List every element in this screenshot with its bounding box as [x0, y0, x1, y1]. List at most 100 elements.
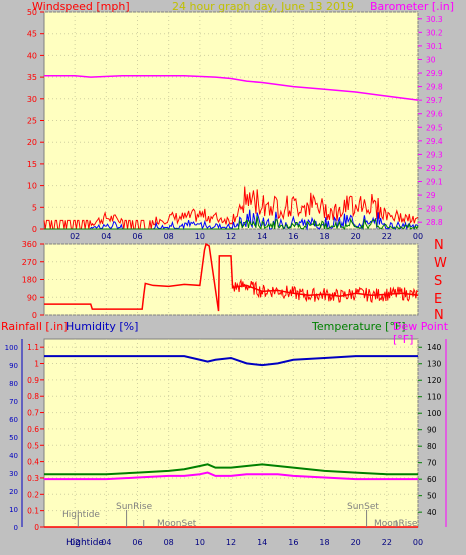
tick-label-x: 00 — [413, 232, 423, 241]
event-moonrise: MoonRise — [374, 519, 418, 529]
tick-label-wind: 25 — [27, 117, 37, 126]
tick-label-temperature: 70 — [427, 459, 437, 468]
tick-label-temperature: 50 — [427, 492, 437, 501]
tick-label-temperature: 130 — [427, 360, 442, 369]
tick-label-x: 14 — [257, 232, 267, 241]
compass-n-top: N — [434, 238, 444, 253]
tick-label-x: 04 — [101, 538, 111, 547]
tick-label-rain: 0.1 — [27, 507, 39, 516]
tick-label-humidity: 10 — [9, 506, 18, 514]
wind-average-line — [44, 216, 419, 231]
tick-label-temperature: 40 — [427, 508, 437, 517]
graph-title: 24 hour graph day, June 13 2019 — [172, 0, 355, 13]
tick-label-rain: 1 — [34, 360, 39, 369]
event-hightide-2: Hightide — [66, 538, 104, 548]
tick-label-x: 18 — [319, 538, 329, 547]
tick-label-humidity: 80 — [9, 380, 18, 388]
tick-label-x: 06 — [132, 232, 142, 241]
tick-label-baro: 29 — [426, 191, 436, 200]
windspeed-axis-label: Windspeed [mph] — [32, 0, 130, 13]
tick-label-x: 04 — [101, 232, 111, 241]
tick-label-rain: 0.6 — [27, 425, 39, 434]
tick-label-rain: 0.4 — [27, 458, 39, 467]
tick-label-x: 16 — [288, 538, 298, 547]
dewpoint-line — [44, 471, 418, 481]
temperature-axis-label: Temperature [°F] — [312, 320, 406, 333]
tick-label-rain: 0.9 — [27, 376, 39, 385]
tick-label-wind: 15 — [27, 160, 37, 169]
tick-label-humidity: 90 — [9, 362, 18, 370]
tick-label-temperature: 80 — [427, 442, 437, 451]
tick-label-baro: 30.3 — [426, 15, 443, 24]
tick-label-baro: 30 — [426, 55, 436, 64]
tick-label-rain: 0.8 — [27, 392, 39, 401]
tick-label-humidity: 70 — [9, 398, 18, 406]
tick-label-temperature: 110 — [427, 393, 442, 402]
tick-label-baro: 29.5 — [426, 123, 443, 132]
tick-label-humidity: 50 — [9, 434, 18, 442]
tick-label-wind: 20 — [27, 138, 37, 147]
tick-label-baro: 29.8 — [426, 83, 443, 92]
tick-label-wind: 0 — [32, 225, 37, 234]
event-sunset: SunSet — [347, 502, 379, 512]
event-moonset: MoonSet — [157, 519, 197, 529]
compass-s: S — [434, 274, 443, 289]
tick-label-x: 22 — [382, 232, 392, 241]
tick-label-direction: 0 — [32, 311, 37, 320]
tick-label-baro: 29.1 — [426, 178, 443, 187]
tick-label-rain: 0 — [34, 523, 39, 532]
tick-label-humidity: 30 — [9, 470, 18, 478]
tick-label-x: 10 — [195, 538, 205, 547]
tick-label-x: 08 — [164, 232, 174, 241]
tick-label-direction: 360 — [22, 240, 37, 249]
compass-e: E — [434, 292, 443, 307]
tick-label-baro: 29.9 — [426, 69, 443, 78]
tick-label-rain: 1.1 — [27, 343, 39, 352]
wind-gust-line — [44, 209, 419, 231]
event-sunrise: SunRise — [116, 502, 153, 512]
tick-label-x: 02 — [70, 538, 80, 547]
tick-label-wind: 40 — [27, 51, 37, 60]
wind-direction-noise — [232, 278, 419, 304]
tick-label-temperature: 140 — [427, 343, 442, 352]
tick-label-wind: 45 — [27, 30, 37, 39]
tick-label-x: 12 — [226, 232, 236, 241]
tick-label-x: 08 — [164, 538, 174, 547]
tick-label-x: 00 — [413, 538, 423, 547]
barometer-axis-label: Barometer [.in] — [370, 0, 454, 13]
compass-w: W — [434, 256, 447, 271]
rainfall-axis-label: Rainfall [.in] — [1, 320, 68, 333]
tick-label-baro: 29.6 — [426, 110, 443, 119]
tick-label-humidity: 40 — [9, 452, 18, 460]
compass-n-bottom: N — [434, 308, 444, 323]
tick-label-wind: 10 — [27, 182, 37, 191]
tick-label-baro: 29.7 — [426, 96, 443, 105]
tick-label-baro: 30.1 — [426, 42, 443, 51]
tick-label-direction: 180 — [22, 276, 37, 285]
tick-label-temperature: 90 — [427, 426, 437, 435]
tick-label-x: 20 — [351, 232, 361, 241]
tick-label-x: 16 — [288, 232, 298, 241]
temperature-line — [44, 463, 418, 476]
tick-label-baro: 29.2 — [426, 164, 443, 173]
tick-label-temperature: 100 — [427, 409, 442, 418]
tick-label-humidity: 100 — [5, 344, 18, 352]
tick-label-humidity: 0 — [14, 524, 18, 532]
tick-label-rain: 0.3 — [27, 474, 39, 483]
tick-label-x: 06 — [132, 538, 142, 547]
wind-speed-line — [43, 186, 419, 230]
tick-label-x: 18 — [319, 232, 329, 241]
tick-label-x: 22 — [382, 538, 392, 547]
tick-label-humidity: 20 — [9, 488, 18, 496]
humidity-axis-label: Humidity [%] — [66, 320, 139, 333]
tick-label-baro: 29.4 — [426, 137, 443, 146]
tick-label-x: 12 — [226, 538, 236, 547]
tick-label-rain: 0.5 — [27, 441, 39, 450]
tick-label-rain: 0.2 — [27, 490, 39, 499]
tick-label-rain: 0.7 — [27, 409, 39, 418]
tick-label-temperature: 60 — [427, 475, 437, 484]
tick-label-wind: 50 — [27, 8, 37, 17]
humidity-line — [44, 355, 418, 367]
